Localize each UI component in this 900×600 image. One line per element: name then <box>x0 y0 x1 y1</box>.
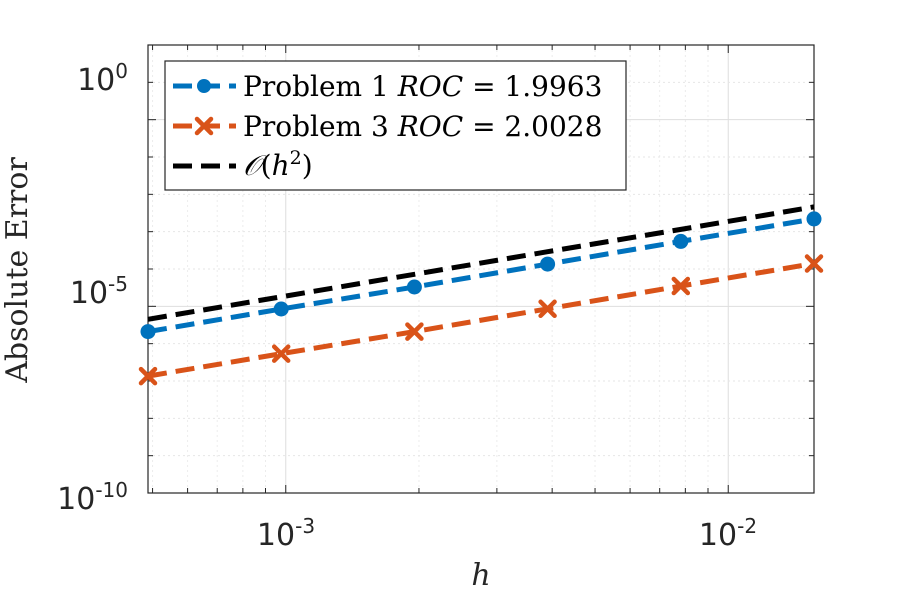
legend-marker-problem-3 <box>194 116 214 136</box>
y-tick-label-2: 10-5 <box>70 272 128 311</box>
series-2-point-4 <box>538 299 557 319</box>
series-2-point-1 <box>138 366 158 386</box>
legend-label-problem-3: Problem 3 ROC = 2.0028 <box>243 110 602 143</box>
legend-box <box>164 60 627 191</box>
series-1-point-3 <box>406 279 422 295</box>
series-1-point-4 <box>540 256 556 272</box>
series-1-point-1 <box>140 324 156 340</box>
series-line-3 <box>147 204 815 322</box>
series-2-point-6 <box>804 254 824 273</box>
legend-label-reference: 𝒪(h2) <box>243 147 313 182</box>
y-axis-label: Absolute Error <box>0 157 35 384</box>
series-line-2 <box>147 261 815 379</box>
legend-marker-problem-1 <box>197 79 211 93</box>
x-tick-label-2: 10-2 <box>699 514 757 553</box>
x-axis-label: h <box>471 558 490 593</box>
series-2-point-5 <box>671 276 691 296</box>
y-tick-label-1: 100 <box>77 59 128 98</box>
series-1-point-6 <box>806 211 822 227</box>
legend-label-problem-1: Problem 1 ROC = 1.9963 <box>243 70 602 103</box>
legend: Problem 1 ROC = 1.9963 Problem 3 ROC = 2… <box>164 60 627 191</box>
series-layer <box>138 204 824 386</box>
y-tick-label-3: 10-10 <box>57 478 128 517</box>
series-1-point-5 <box>673 233 689 249</box>
x-tick-label-1: 10-3 <box>257 514 315 553</box>
series-2-point-3 <box>405 322 424 341</box>
series-line-1 <box>147 216 815 335</box>
series-1-point-2 <box>273 301 289 317</box>
series-2-point-2 <box>271 344 291 363</box>
tick-marks <box>148 44 814 494</box>
